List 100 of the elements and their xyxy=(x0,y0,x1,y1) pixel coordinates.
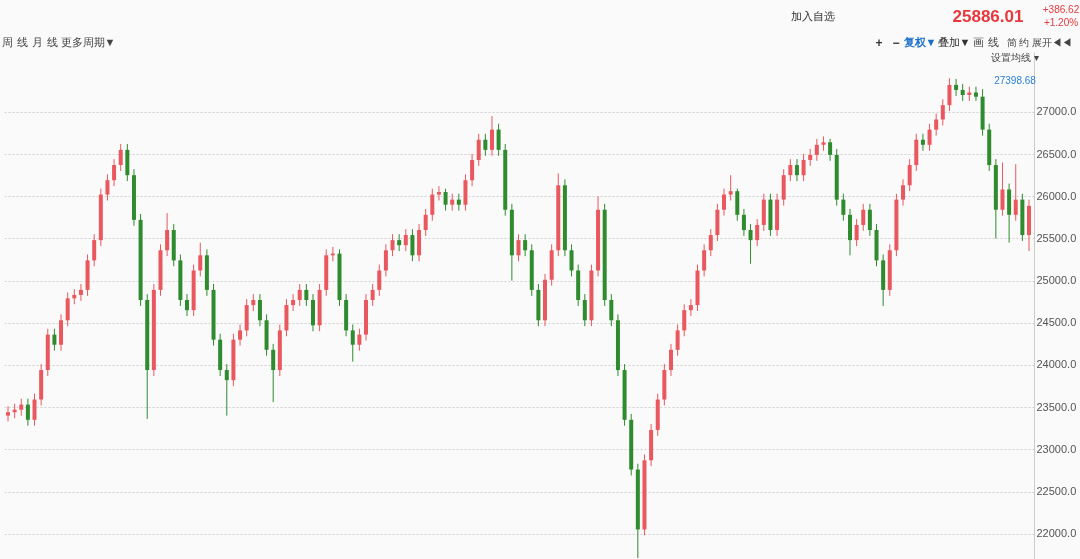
candlestick xyxy=(271,343,276,403)
candlestick xyxy=(609,293,614,327)
candlestick xyxy=(973,86,978,102)
candlestick xyxy=(489,115,494,157)
text: 周 线 xyxy=(2,36,28,48)
candlestick xyxy=(728,174,733,201)
candlestick xyxy=(907,158,912,192)
candlestick xyxy=(954,78,959,97)
y-tick-label: 22000.0 xyxy=(1036,527,1077,540)
candlestick xyxy=(861,203,866,232)
y-tick-label: 24500.0 xyxy=(1036,316,1077,329)
candlestick xyxy=(1000,162,1005,217)
text: 复权▼ xyxy=(902,36,937,48)
candlestick xyxy=(297,283,302,307)
candlestick xyxy=(702,243,707,277)
candlestick xyxy=(934,113,939,137)
text: − xyxy=(892,36,900,50)
candlestick xyxy=(708,228,713,257)
candlestick xyxy=(854,218,859,247)
y-tick-label: 25000.0 xyxy=(1036,274,1077,287)
text: 叠加▼ xyxy=(937,36,971,48)
candlestick xyxy=(1013,163,1018,222)
candlestick xyxy=(483,133,488,157)
candlestick xyxy=(748,223,753,265)
candlestick xyxy=(291,293,296,312)
candlestick xyxy=(741,208,746,237)
y-tick-label: 23000.0 xyxy=(1036,442,1077,455)
candlestick xyxy=(682,303,687,337)
text: + xyxy=(875,36,883,50)
candlestick xyxy=(65,291,70,327)
candlestick xyxy=(224,363,229,417)
candlestick xyxy=(920,133,925,152)
candlestick xyxy=(828,138,833,162)
candlestick xyxy=(423,208,428,237)
candlestick xyxy=(6,405,10,422)
candlestick xyxy=(794,158,799,182)
candlestick xyxy=(304,283,309,307)
candlestick xyxy=(118,143,123,172)
annotation: 设置均线 ▾ xyxy=(991,52,1039,63)
candlestick xyxy=(370,283,375,307)
text: 简 约 xyxy=(1006,37,1030,48)
candlestick xyxy=(25,398,30,427)
candlestick xyxy=(92,233,97,267)
text: 展开◀◀ xyxy=(1032,37,1072,48)
candlestick xyxy=(867,203,872,237)
y-tick-label: 26000.0 xyxy=(1036,189,1077,202)
text: 月 线 xyxy=(32,36,58,48)
candlestick xyxy=(410,228,415,262)
candlestick xyxy=(516,233,521,262)
candlestick xyxy=(390,233,395,257)
candlestick xyxy=(668,343,673,377)
candlestick xyxy=(801,153,806,182)
y-tick-label: 23500.0 xyxy=(1036,400,1077,413)
candlestick xyxy=(675,323,680,357)
candlestick xyxy=(78,283,83,302)
candlestick xyxy=(755,218,760,247)
candlestick xyxy=(357,328,362,352)
candlestick xyxy=(105,173,110,201)
candlestick xyxy=(722,188,727,217)
candlestick xyxy=(377,264,382,297)
candlestick xyxy=(112,158,117,187)
candlestick xyxy=(383,243,388,277)
candlestick xyxy=(735,188,740,222)
y-tick-label: 24000.0 xyxy=(1036,358,1077,371)
candlestick xyxy=(436,185,441,201)
candlestick xyxy=(257,293,262,327)
candlestick xyxy=(443,188,448,212)
candlestick xyxy=(688,298,693,317)
candlestick xyxy=(32,393,37,427)
text: 更多周期▼ xyxy=(60,36,116,48)
y-tick-label: 26500.0 xyxy=(1036,147,1077,160)
y-tick-label: 22500.0 xyxy=(1036,485,1077,498)
candlestick xyxy=(185,293,190,317)
candlestick xyxy=(470,153,475,187)
candlestick xyxy=(350,323,355,363)
candlestick xyxy=(198,242,203,277)
annotation: 27398.68 xyxy=(994,75,1037,86)
text: +386.62 xyxy=(1042,4,1080,15)
candlestick xyxy=(901,178,906,207)
candlestick xyxy=(814,138,819,162)
candlestick xyxy=(927,123,932,152)
y-tick-label: 25500.0 xyxy=(1036,231,1077,244)
candlestick xyxy=(947,77,952,112)
candlestick xyxy=(569,243,574,277)
y-tick-label: 27000.0 xyxy=(1036,105,1077,118)
candlestick xyxy=(940,98,945,126)
candlestick xyxy=(841,193,846,222)
candlestick xyxy=(788,158,793,182)
candlestick xyxy=(476,133,481,167)
candlestick xyxy=(523,233,528,257)
candlestick xyxy=(165,212,170,257)
text: +1.20% xyxy=(1043,17,1079,28)
text: 画 线 xyxy=(973,36,999,48)
candlestick xyxy=(238,323,243,347)
candlestick xyxy=(403,228,408,252)
candlestick xyxy=(52,328,57,352)
candlestick xyxy=(430,188,435,222)
candlestick xyxy=(582,293,587,327)
text: 加入自选 xyxy=(791,10,835,22)
text: 25886.01 xyxy=(952,7,1024,26)
